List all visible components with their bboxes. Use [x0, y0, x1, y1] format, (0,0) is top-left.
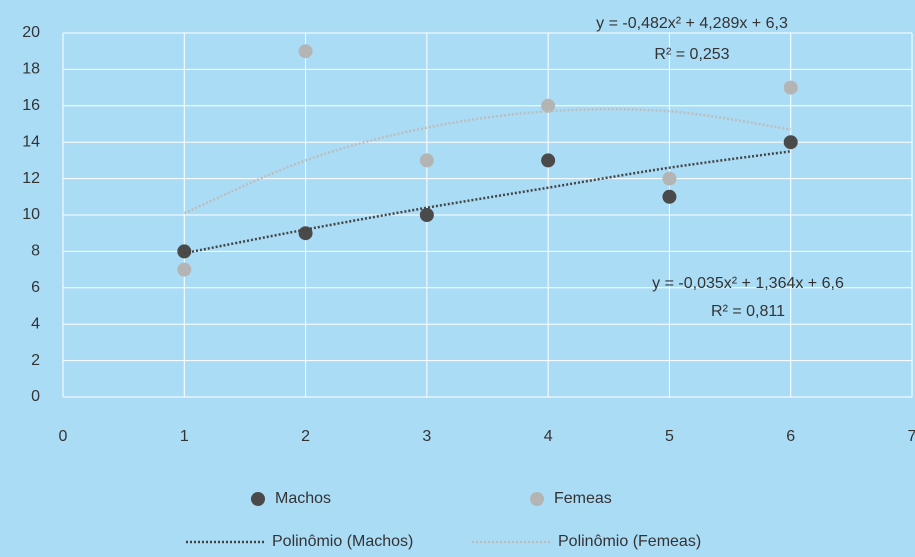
- point: [177, 263, 191, 277]
- x-tick-label: 1: [180, 428, 189, 445]
- x-tick-label: 7: [908, 428, 915, 445]
- point: [420, 153, 434, 167]
- legend-marker: [530, 492, 544, 506]
- annotation: R² = 0,811: [711, 303, 785, 320]
- x-tick-label: 0: [59, 428, 68, 445]
- trendline: [184, 151, 790, 253]
- page: {"chart_data": {"type": "scatter", "x": …: [0, 0, 915, 557]
- point: [784, 81, 798, 95]
- y-tick-label: 10: [22, 206, 40, 223]
- point: [784, 135, 798, 149]
- legend-label: Machos: [275, 490, 331, 507]
- point: [541, 153, 555, 167]
- y-tick-label: 20: [22, 24, 40, 41]
- x-tick-label: 3: [422, 428, 431, 445]
- x-tick-label: 4: [544, 428, 553, 445]
- chart: 0246810121416182001234567y = -0,482x² + …: [0, 0, 915, 557]
- point: [662, 172, 676, 186]
- point: [662, 190, 676, 204]
- y-tick-label: 8: [31, 243, 40, 260]
- point: [420, 208, 434, 222]
- x-tick-label: 2: [301, 428, 310, 445]
- y-tick-label: 18: [22, 61, 40, 78]
- y-tick-label: 6: [31, 279, 40, 296]
- y-tick-label: 4: [31, 315, 40, 332]
- y-tick-label: 16: [22, 97, 40, 114]
- x-tick-label: 6: [786, 428, 795, 445]
- point: [299, 44, 313, 58]
- annotation: y = -0,482x² + 4,289x + 6,3: [596, 15, 788, 32]
- annotation: y = -0,035x² + 1,364x + 6,6: [652, 275, 844, 292]
- y-tick-label: 2: [31, 352, 40, 369]
- x-tick-label: 5: [665, 428, 674, 445]
- legend-marker: [251, 492, 265, 506]
- legend-label: Polinômio (Machos): [272, 533, 413, 550]
- legend-label: Femeas: [554, 490, 612, 507]
- y-tick-label: 12: [22, 170, 40, 187]
- legend-label: Polinômio (Femeas): [558, 533, 701, 550]
- y-tick-label: 14: [22, 133, 40, 150]
- y-tick-label: 0: [31, 388, 40, 405]
- annotation: R² = 0,253: [654, 46, 729, 63]
